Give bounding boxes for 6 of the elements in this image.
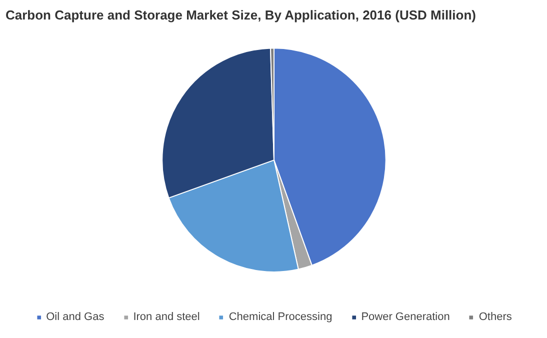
legend-label: Others [478,311,512,323]
legend-label: Oil and Gas [46,311,104,323]
legend-label: Iron and steel [133,311,200,323]
legend-label: Chemical Processing [228,311,332,323]
chart-title: Carbon Capture and Storage Market Size, By Application, 2016 (USD Million) [6,8,476,22]
legend-label: Power Generation [361,311,450,323]
